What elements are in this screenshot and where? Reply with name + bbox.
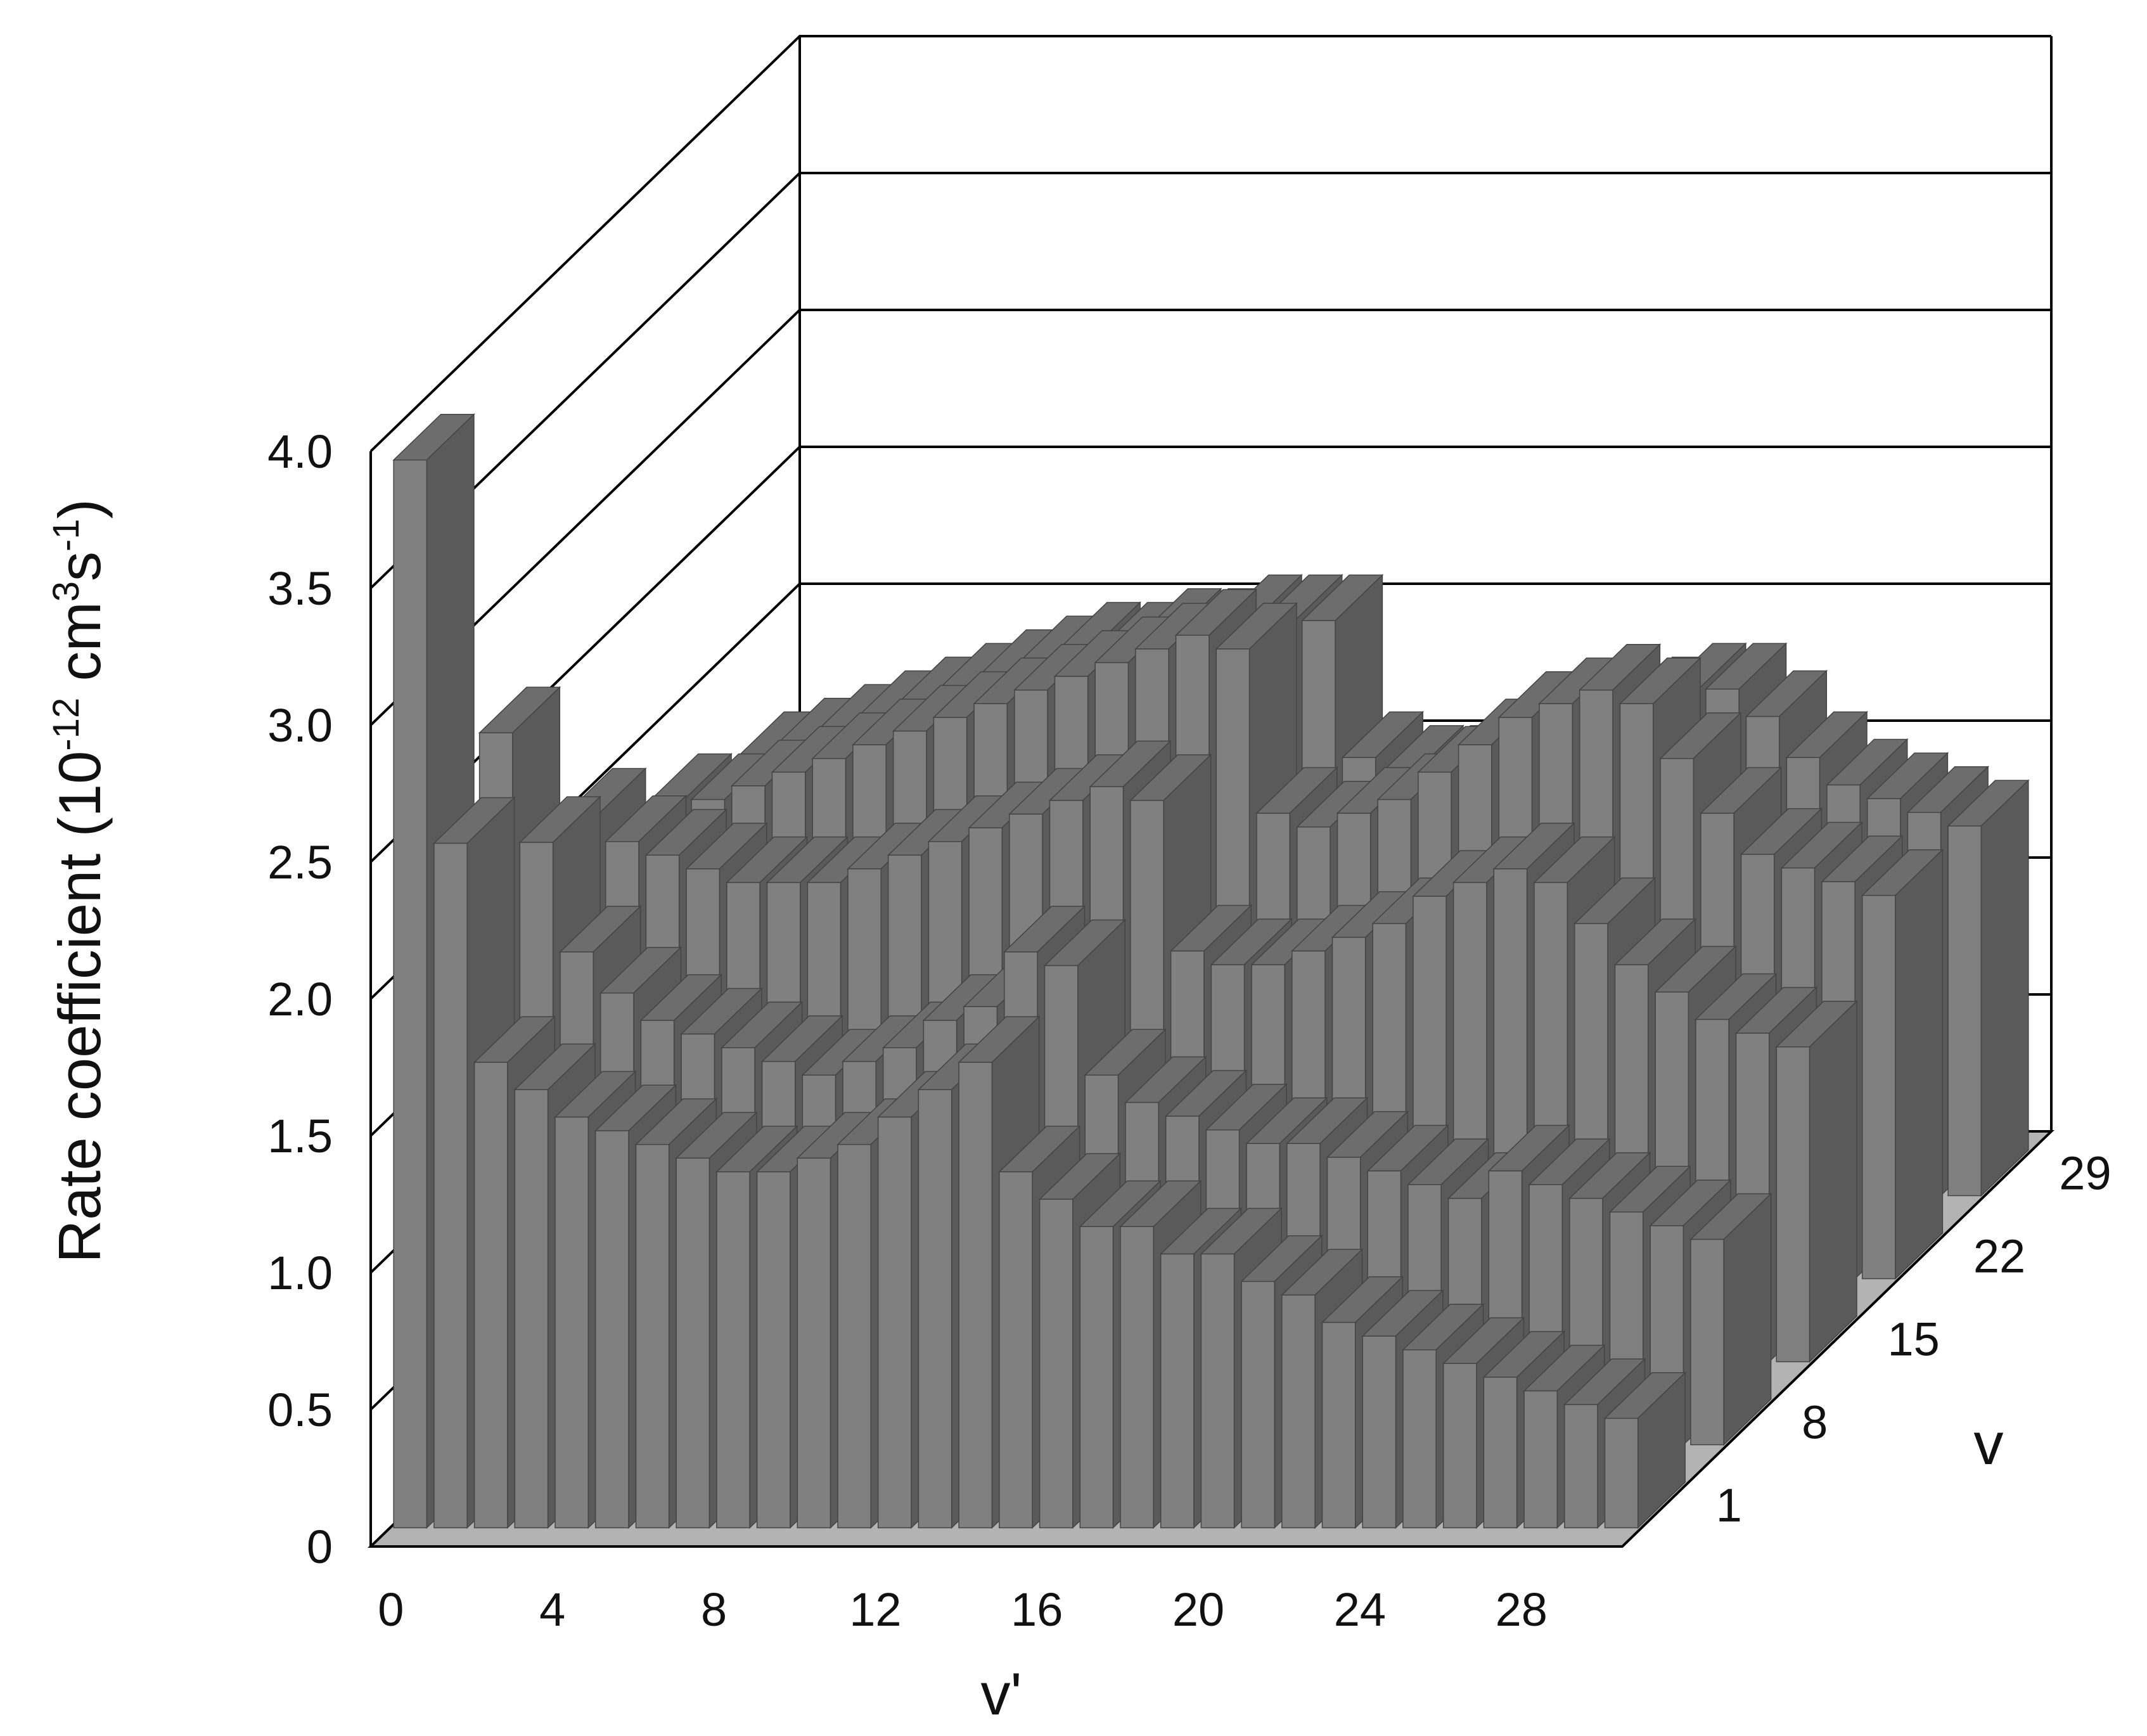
depth-tick-label: 8 (1802, 1396, 1828, 1449)
bar-front (1241, 1280, 1276, 1529)
bar-series-group (392, 413, 2030, 1529)
bar-front (554, 1116, 589, 1529)
y-tick-label: 1.5 (267, 1110, 333, 1162)
bar-front (433, 842, 468, 1529)
depth-tick-label: 1 (1716, 1479, 1742, 1532)
bar-side (1809, 1000, 1857, 1363)
depth-tick-label: 15 (1888, 1313, 1940, 1366)
bar-side (1895, 848, 1944, 1280)
bar-front (716, 1171, 750, 1529)
bar-front (877, 1116, 912, 1529)
x-tick-label: 4 (539, 1583, 565, 1636)
bar-front (1160, 1253, 1195, 1529)
x-tick-label: 0 (378, 1583, 404, 1636)
depth-tick-label: 22 (1973, 1230, 2025, 1283)
bar-front (473, 1062, 508, 1529)
bar-side (1980, 779, 2029, 1197)
bar-front (635, 1143, 670, 1529)
x-tick-label: 8 (701, 1583, 727, 1636)
bar (1603, 1371, 1687, 1529)
y-tick-label: 2.5 (267, 836, 333, 889)
bar-front (676, 1157, 710, 1529)
bar-front (1523, 1390, 1558, 1529)
bar-front (1690, 1238, 1724, 1446)
depth-axis-label: v (1974, 1410, 2004, 1477)
x-tick-label: 20 (1172, 1583, 1224, 1636)
x-tick-label: 16 (1011, 1583, 1063, 1636)
gridline (369, 172, 2051, 589)
x-tick-label: 24 (1334, 1583, 1386, 1636)
bar-front (918, 1089, 952, 1529)
x-tick-label: 28 (1496, 1583, 1548, 1636)
gridline (369, 35, 2051, 453)
bar (1947, 779, 2030, 1197)
y-tick-label: 4.0 (267, 425, 333, 478)
bar (1689, 1192, 1772, 1446)
bar-front (999, 1171, 1033, 1529)
bar-front (837, 1143, 871, 1529)
bar-front (1321, 1321, 1356, 1529)
y-tick-label: 1.0 (267, 1247, 333, 1299)
x-tick-label: 12 (849, 1583, 901, 1636)
y-tick-label: 0 (307, 1521, 333, 1573)
bar-front (393, 459, 428, 1529)
bar-front (958, 1062, 993, 1529)
bar-row-v-1 (392, 413, 1687, 1529)
bar (1861, 848, 1944, 1280)
bar-front (1564, 1404, 1598, 1529)
bar-front (1402, 1349, 1437, 1529)
bar-front (1200, 1253, 1235, 1529)
bar-front (1604, 1417, 1639, 1529)
depth-tick-label: 29 (2059, 1147, 2111, 1200)
bar (1775, 1000, 1858, 1363)
bar-front (1362, 1335, 1397, 1529)
bar-front (1079, 1226, 1114, 1529)
bar-front (1947, 825, 1982, 1197)
bar-front (514, 1089, 549, 1529)
x-axis-label: v' (981, 1661, 1022, 1727)
y-tick-label: 2.0 (267, 973, 333, 1026)
bar-front (1120, 1226, 1154, 1529)
bar-front (1442, 1363, 1477, 1529)
bar-front (1281, 1294, 1316, 1529)
y-tick-label: 3.0 (267, 699, 333, 752)
bar-front (1483, 1377, 1518, 1529)
y-tick-label: 0.5 (267, 1384, 333, 1436)
bar-front (1039, 1199, 1074, 1529)
bar-front (1776, 1046, 1811, 1363)
y-axis-label: Rate coefficient (10-12 cm3s-1) (46, 499, 113, 1263)
y-tick-label: 3.5 (267, 562, 333, 615)
bar-front (797, 1157, 831, 1529)
bar-front (1861, 894, 1896, 1280)
bar-front (756, 1171, 791, 1529)
bar-front (594, 1130, 629, 1529)
tick-labels: 0 0.5 1.0 1.5 2.0 2.5 3.0 3.5 4.0 0 4 8 12 16 20 24 28 1 8… (267, 425, 2111, 1636)
